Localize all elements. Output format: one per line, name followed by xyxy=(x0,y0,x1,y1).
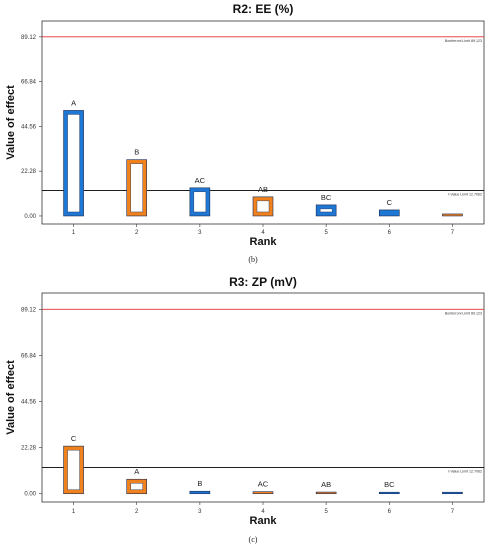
x-tick-label: 7 xyxy=(451,509,455,515)
bar-label: AC xyxy=(258,480,269,489)
bar xyxy=(378,491,400,495)
bar xyxy=(442,491,463,495)
bar-label: B xyxy=(197,479,202,488)
x-tick-label: 3 xyxy=(198,509,202,515)
bar-inner xyxy=(193,191,207,213)
figure-caption: (c) xyxy=(249,535,258,544)
bar-label: BC xyxy=(384,480,395,489)
bar-label: AB xyxy=(321,480,331,489)
bonferroni-limit-label: Bonferroni Limit 89.123 xyxy=(445,39,482,43)
x-tick-label: 4 xyxy=(261,509,265,515)
x-axis-title: Rank xyxy=(250,236,278,248)
y-tick-label: 22.28 xyxy=(21,169,37,175)
bar-inner xyxy=(67,114,80,213)
y-tick-label: 44.56 xyxy=(21,400,37,406)
pareto-chart-zp: R3: ZP (mV) 0.00 22.28 44.56 66.84 89.12 Value… xyxy=(5,275,485,544)
x-tick-label: 2 xyxy=(135,509,139,515)
bonferroni-limit-label: Bonferroni Limit 89.123 xyxy=(445,311,482,315)
chart-title: R3: ZP (mV) xyxy=(229,275,297,289)
x-tick-label: 6 xyxy=(388,509,392,515)
y-axis-title: Value of effect xyxy=(5,85,17,160)
chart-title: R2: EE (%) xyxy=(233,2,294,16)
pareto-chart-ee: R2: EE (%) 0.00 22.28 44.56 66.84 89.12 Value … xyxy=(5,2,485,264)
bar xyxy=(252,491,274,495)
y-tick-label: 22.28 xyxy=(21,446,37,452)
x-tick-label: 5 xyxy=(324,509,328,515)
x-tick-label: 2 xyxy=(135,230,139,236)
y-tick-label: 44.56 xyxy=(21,124,37,130)
bar-inner xyxy=(130,483,143,490)
x-tick-label: 1 xyxy=(72,509,76,515)
bar-label: BC xyxy=(321,193,332,202)
bar xyxy=(378,209,400,217)
bar-label: A xyxy=(134,467,139,476)
x-tick-label: 7 xyxy=(451,230,455,236)
y-axis-title: Value of effect xyxy=(5,360,17,435)
t-value-limit-label: t-Value Limit 12.7062 xyxy=(448,192,482,196)
y-tick-label: 89.12 xyxy=(21,35,37,41)
bar-label: C xyxy=(387,198,393,207)
bar-label: C xyxy=(71,434,77,443)
bar xyxy=(189,490,211,495)
bar-label: AC xyxy=(195,176,206,185)
bar-label: A xyxy=(71,98,76,107)
x-axis-title: Rank xyxy=(250,515,278,527)
x-tick-label: 3 xyxy=(198,230,202,236)
y-tick-label: 66.84 xyxy=(21,353,37,359)
x-tick-label: 1 xyxy=(72,230,76,236)
y-tick-label: 89.12 xyxy=(21,307,37,313)
bar-label: B xyxy=(134,148,139,157)
y-tick-label: 0.00 xyxy=(24,214,36,220)
bar xyxy=(442,213,463,217)
bar-inner xyxy=(319,208,333,213)
figure-caption: (b) xyxy=(248,255,258,264)
x-tick-label: 6 xyxy=(388,230,392,236)
bar-inner xyxy=(67,449,80,490)
y-tick-label: 66.84 xyxy=(21,80,37,86)
plot-frame xyxy=(41,292,485,503)
x-tick-label: 4 xyxy=(261,230,265,236)
bar xyxy=(315,491,337,495)
t-value-limit-label: t-Value Limit 12.7062 xyxy=(448,469,482,473)
bar-inner xyxy=(130,163,143,213)
y-tick-label: 0.00 xyxy=(24,492,36,498)
bar-inner xyxy=(256,200,270,213)
x-tick-label: 5 xyxy=(324,230,328,236)
bar-label: AB xyxy=(258,185,268,194)
